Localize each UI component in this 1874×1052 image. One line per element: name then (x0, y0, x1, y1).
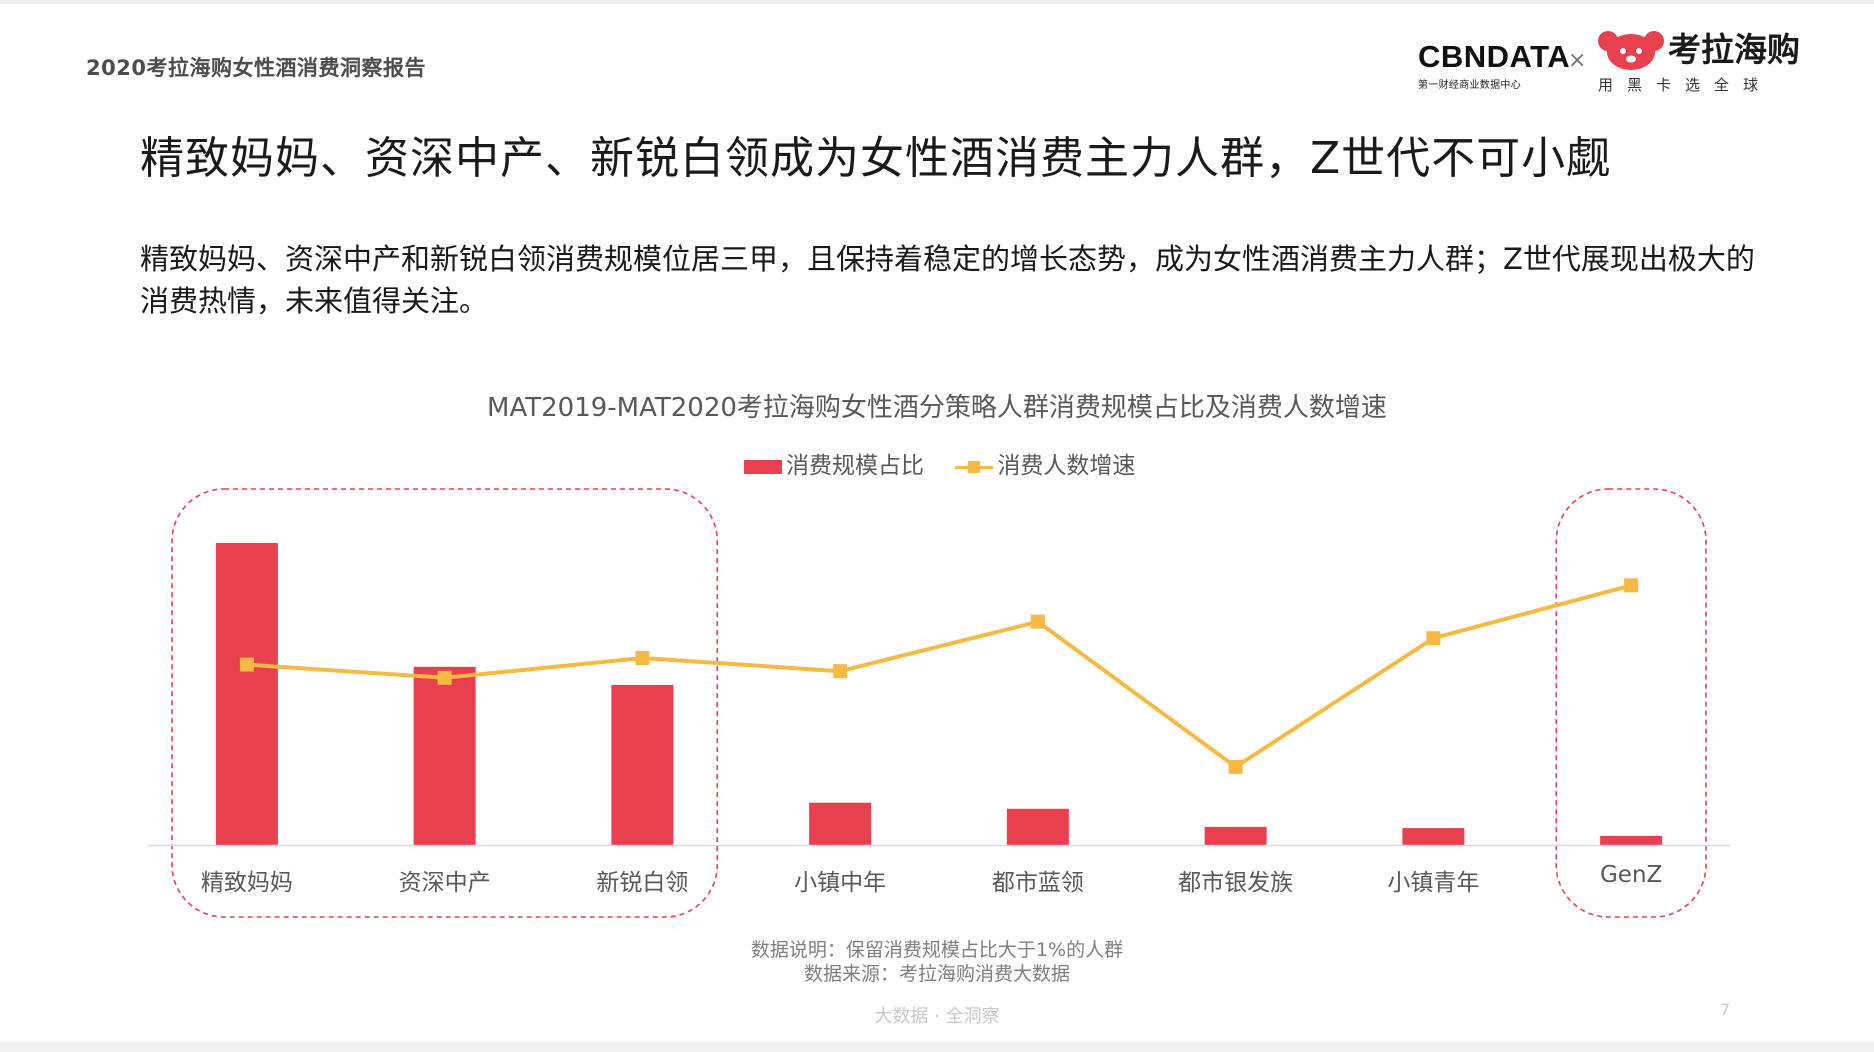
chart-title: MAT2019-MAT2020考拉海购女性酒分策略人群消费规模占比及消费人数增速 (487, 393, 1387, 423)
legend-label-line: 消费人数增速 (997, 453, 1136, 479)
line-marker-3 (833, 664, 848, 679)
legend-label-bar: 消费规模占比 (786, 453, 924, 479)
legend-swatch-line (955, 460, 994, 474)
bar-0 (215, 543, 278, 845)
kaola-logo-name: 考拉海购 (1668, 30, 1800, 69)
legend-swatch-bar (744, 459, 782, 474)
highlight-box-0 (171, 488, 719, 918)
x-tick-label-0: 精致妈妈 (201, 870, 293, 896)
report-name: 2020考拉海购女性酒消费洞察报告 (86, 56, 426, 80)
data-source: 数据来源：考拉海购消费大数据 (803, 963, 1070, 985)
bar-6 (1402, 828, 1465, 845)
line-marker-1 (437, 670, 452, 685)
cbndata-logo-subtitle: 第一财经商业数据中心 (1418, 80, 1521, 91)
x-tick-label-4: 都市蓝领 (992, 870, 1084, 896)
legend-item-line: 消费人数增速 (955, 446, 1135, 480)
page-number: 7 (1720, 1000, 1731, 1019)
chart-legend: 消费规模占比 消费人数增速 (744, 446, 1159, 479)
line-marker-7 (1624, 578, 1639, 593)
line-marker-0 (239, 657, 254, 672)
data-note: 数据说明：保留消费规模占比大于1%的人群 (750, 939, 1124, 961)
line-marker-6 (1426, 631, 1441, 646)
koala-icon (1598, 31, 1664, 70)
footer-text: 大数据 · 全洞察 (874, 1006, 1000, 1027)
bar-4 (1006, 808, 1069, 845)
kaola-logo-slogan: 用黑卡选全球 (1598, 76, 1773, 94)
bar-5 (1204, 826, 1267, 845)
highlight-box-1 (1555, 488, 1707, 918)
bottom-border (0, 1042, 1874, 1052)
kaola-logo: 考拉海购 用黑卡选全球 (1598, 30, 1808, 100)
x-tick-label-6: 小镇青年 (1387, 870, 1479, 896)
headline: 精致妈妈、资深中产、新锐白领成为女性酒消费主力人群，Z世代不可小觑 (140, 133, 1612, 184)
top-border (0, 0, 1874, 4)
line-marker-5 (1228, 759, 1243, 774)
x-tick-label-1: 资深中产 (399, 870, 491, 896)
x-tick-label-3: 小镇中年 (794, 870, 886, 896)
line-marker-4 (1030, 614, 1045, 629)
x-tick-label-5: 都市银发族 (1178, 870, 1293, 896)
summary-paragraph: 精致妈妈、资深中产和新锐白领消费规模位居三甲，且保持着稳定的增长态势，成为女性酒… (140, 242, 1755, 318)
logo-separator: × (1568, 48, 1587, 73)
growth-line (246, 583, 1632, 769)
legend-item-bar: 消费规模占比 (744, 446, 924, 480)
cbndata-logo: CBNDATA 第一财经商业数据中心 (1418, 39, 1571, 96)
bar-3 (809, 802, 872, 845)
cbndata-logo-name: CBNDATA (1418, 39, 1571, 74)
line-marker-2 (635, 651, 650, 665)
bar-1 (413, 666, 476, 845)
x-tick-label-7: GenZ (1600, 862, 1662, 888)
x-tick-label-2: 新锐白领 (596, 870, 688, 896)
bar-2 (611, 684, 674, 845)
bar-7 (1600, 835, 1663, 845)
